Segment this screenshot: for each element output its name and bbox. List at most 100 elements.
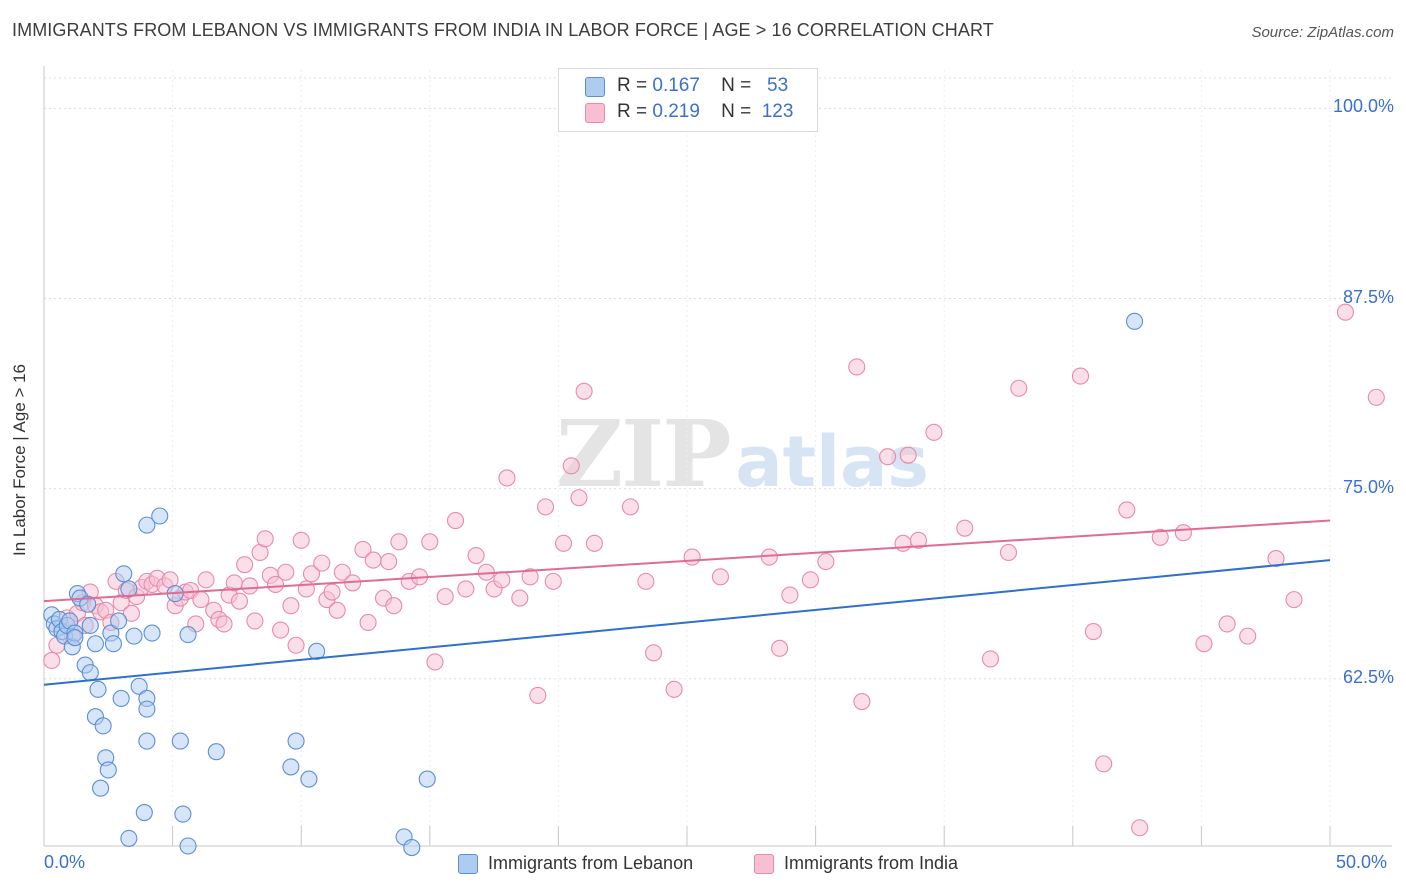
data-point-india: [246, 612, 264, 630]
data-point-india: [511, 589, 529, 607]
data-point-india: [1367, 388, 1385, 406]
data-point-india: [421, 533, 439, 551]
data-point-lebanon: [179, 626, 197, 644]
data-point-india: [498, 469, 516, 487]
watermark: ZIPatlas: [556, 400, 929, 508]
data-point-india: [529, 686, 547, 704]
data-point-india: [909, 531, 928, 549]
data-point-india: [287, 636, 305, 654]
data-point-india: [771, 639, 789, 657]
data-point-lebanon: [120, 829, 138, 847]
data-point-india: [241, 577, 259, 595]
data-point-india: [385, 597, 403, 615]
data-point-lebanon: [300, 770, 318, 788]
data-point-india: [1084, 623, 1102, 641]
data-point-india: [521, 568, 539, 586]
watermark-atlas: atlas: [735, 421, 929, 503]
trend-lines: [43, 519, 1331, 686]
data-point-lebanon: [207, 743, 225, 761]
grid-lines: [43, 70, 1392, 846]
data-point-lebanon: [138, 516, 156, 534]
bottom-legend-swatch-lebanon: [458, 854, 478, 874]
data-point-india: [354, 540, 372, 558]
data-point-lebanon: [86, 635, 104, 653]
data-point-lebanon: [66, 629, 84, 647]
data-point-india: [1151, 528, 1169, 546]
data-point-india: [436, 588, 454, 606]
data-point-india: [1174, 524, 1192, 542]
legend-swatch-lebanon: [585, 77, 605, 97]
data-point-lebanon: [143, 624, 161, 642]
data-point-lebanon: [403, 838, 421, 857]
y-tick-label: 62.5%: [1342, 666, 1394, 687]
data-point-india: [1285, 591, 1303, 609]
data-point-lebanon: [120, 580, 138, 598]
data-point-india: [282, 597, 300, 615]
data-point-lebanon: [89, 680, 107, 698]
data-point-lebanon: [1125, 312, 1144, 330]
data-point-india: [621, 498, 639, 516]
x-tick-min: 0.0%: [44, 852, 86, 872]
data-point-lebanon: [138, 732, 156, 750]
data-point-lebanon: [115, 565, 133, 583]
data-point-india: [493, 571, 511, 589]
legend-r-label: R =: [617, 101, 648, 122]
data-point-india: [313, 554, 331, 572]
data-point-india: [457, 580, 475, 598]
data-point-india: [999, 543, 1018, 562]
data-point-lebanon: [135, 803, 153, 822]
legend-n-label: N =: [721, 75, 752, 96]
data-point-india: [1131, 819, 1149, 837]
series-lebanon-points: [43, 312, 1144, 857]
data-point-india: [328, 601, 346, 619]
data-point-india: [665, 680, 683, 698]
data-point-india: [197, 571, 215, 589]
legend-text-india: R = 0.219 N = 123: [617, 101, 793, 123]
series-india-points: [43, 303, 1385, 837]
data-point-india: [426, 653, 444, 671]
data-point-india: [1095, 755, 1113, 773]
data-point-india: [1267, 550, 1285, 568]
y-tick-label: 100.0%: [1332, 96, 1394, 117]
data-point-lebanon: [138, 700, 156, 718]
source-label: Source: ZipAtlas.com: [1251, 24, 1394, 41]
bottom-legend-label-lebanon: Immigrants from Lebanon: [488, 853, 694, 873]
data-point-india: [575, 382, 593, 400]
data-point-india: [570, 489, 588, 507]
data-point-lebanon: [94, 717, 112, 735]
data-point-india: [645, 644, 663, 662]
data-point-india: [215, 615, 233, 633]
data-point-india: [981, 650, 1000, 668]
chart-title: IMMIGRANTS FROM LEBANON VS IMMIGRANTS FR…: [12, 20, 994, 40]
data-point-india: [323, 583, 341, 601]
data-point-india: [1195, 635, 1213, 653]
data-point-india: [43, 651, 61, 670]
watermark-zip: ZIP: [556, 400, 731, 508]
data-point-india: [390, 533, 408, 551]
data-point-india: [230, 592, 249, 610]
data-point-india: [1071, 367, 1090, 385]
data-point-lebanon: [79, 595, 97, 613]
y-tick-label: 87.5%: [1342, 286, 1394, 307]
data-point-india: [446, 512, 465, 530]
data-point-india: [853, 692, 871, 711]
legend-n-value: 53: [767, 75, 789, 96]
data-point-lebanon: [112, 689, 130, 708]
data-point-lebanon: [110, 612, 128, 630]
data-point-india: [585, 534, 603, 552]
y-axis-label: In Labor Force | Age > 16: [10, 363, 29, 557]
data-point-india: [1010, 379, 1028, 397]
data-point-lebanon: [287, 732, 305, 750]
data-point-india: [1336, 303, 1354, 321]
legend: R = 0.167 N = 53 R = 0.219 N = 123: [558, 68, 818, 132]
data-point-india: [894, 534, 912, 552]
data-point-lebanon: [282, 758, 300, 776]
data-point-india: [192, 591, 210, 609]
data-point-india: [554, 534, 573, 552]
data-point-india: [760, 548, 778, 566]
legend-swatch-india: [585, 103, 605, 123]
data-point-india: [236, 556, 254, 574]
data-point-india: [1239, 627, 1257, 645]
data-point-india: [817, 553, 835, 571]
